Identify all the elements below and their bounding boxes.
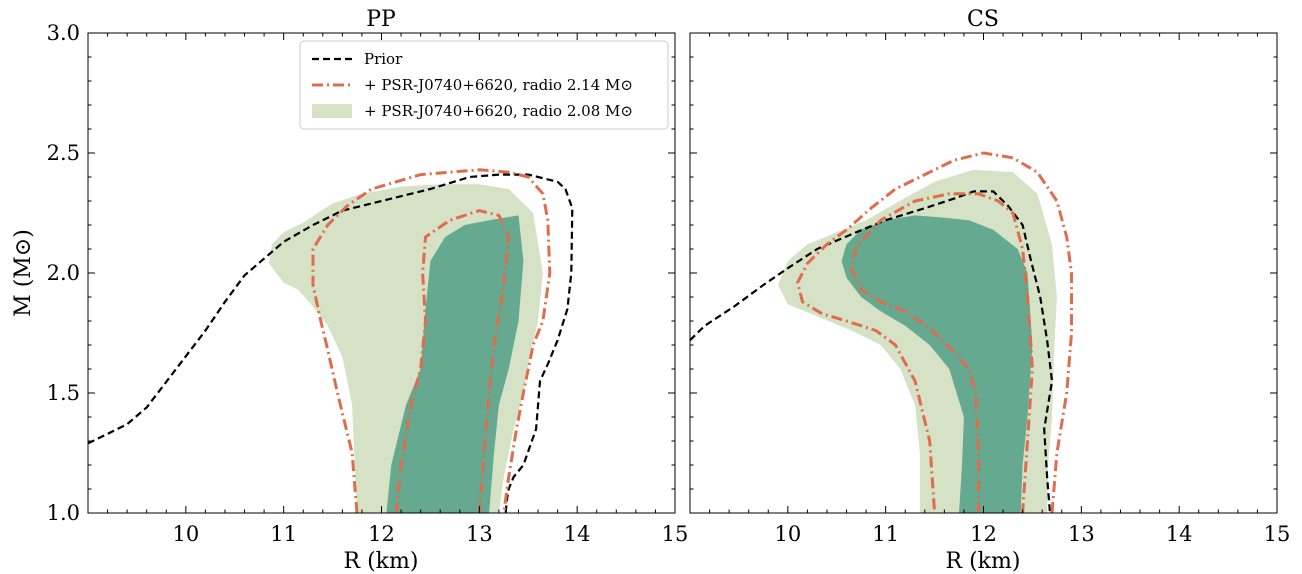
- y-tick-label: 3.0: [47, 21, 80, 45]
- x-tick-label: 11: [872, 522, 899, 546]
- y-tick-label: 1.0: [47, 501, 80, 525]
- series-radio-214-outer-cs: [796, 151, 1073, 513]
- legend: Prior + PSR-J0740+6620, radio 2.14 M⊙ + …: [299, 40, 669, 130]
- series-prior-cs: [690, 190, 1054, 513]
- x-tick-label: 11: [270, 522, 297, 546]
- x-tick-label: 12: [970, 522, 997, 546]
- x-axis-label-cs: R (km): [946, 549, 1021, 574]
- x-tick-label: 13: [466, 522, 493, 546]
- legend-label-radio-214: + PSR-J0740+6620, radio 2.14 M⊙: [364, 76, 633, 94]
- y-tick-label: 2.0: [47, 261, 80, 285]
- panel-title-pp: PP: [366, 7, 396, 32]
- band-radio-208-inner-pp: [386, 215, 524, 513]
- y-tick-label: 1.5: [47, 381, 80, 405]
- x-tick-label: 14: [564, 522, 591, 546]
- series-radio-214-outer-pp: [311, 168, 552, 513]
- panel-cs-plot: 10 11 12 13 14 15: [689, 32, 1291, 546]
- y-axis-label: M (M⊙): [11, 229, 36, 317]
- plot-area-pp: [88, 168, 574, 513]
- x-tick-label: 13: [1068, 522, 1095, 546]
- x-tick-label: 10: [172, 522, 199, 546]
- y-tick-label: 2.5: [47, 141, 80, 165]
- band-radio-208-inner-cs: [841, 215, 1033, 513]
- x-tick-label: 15: [662, 522, 689, 546]
- x-tick-label: 15: [1264, 522, 1291, 546]
- x-tick-label: 10: [774, 522, 801, 546]
- plot-area-cs: [690, 151, 1073, 513]
- x-tick-label: 14: [1166, 522, 1193, 546]
- x-tick-label: 12: [368, 522, 395, 546]
- panel-pp-plot: 10 11 12 13 14 15 1.0 1.5 2.0 2.5 3.0: [47, 21, 689, 546]
- panel-title-cs: CS: [967, 7, 999, 32]
- legend-label-radio-208: + PSR-J0740+6620, radio 2.08 M⊙: [364, 102, 633, 120]
- series-radio-214-inner-pp: [394, 209, 511, 513]
- legend-swatch-radio-208: [312, 104, 352, 118]
- series-prior-pp: [88, 173, 574, 513]
- x-axis-label-pp: R (km): [344, 549, 419, 574]
- series-radio-214-inner-cs: [849, 192, 1034, 513]
- legend-label-prior: Prior: [364, 50, 403, 68]
- legend-frame: [299, 40, 669, 130]
